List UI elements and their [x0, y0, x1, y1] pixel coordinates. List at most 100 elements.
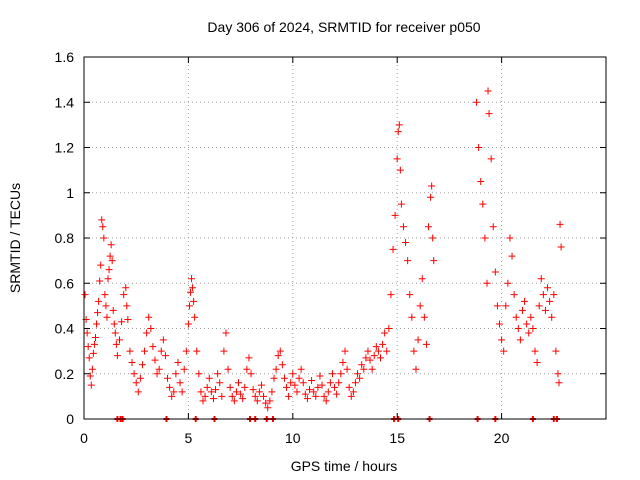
data-point: [98, 216, 106, 224]
data-point: [147, 325, 155, 332]
data-point: [237, 390, 245, 398]
data-point: [228, 392, 236, 400]
data-point: [351, 379, 359, 387]
data-point: [166, 383, 174, 391]
data-point: [555, 379, 563, 387]
data-point: [414, 336, 422, 344]
data-point: [406, 291, 414, 299]
data-point: [370, 352, 378, 360]
data-point: [303, 395, 311, 403]
data-point: [270, 374, 278, 382]
data-point: [255, 388, 263, 396]
data-point: [138, 361, 146, 369]
data-point: [481, 234, 489, 242]
data-point: [124, 315, 132, 323]
data-point: [487, 155, 495, 163]
data-point: [368, 365, 376, 373]
data-point: [108, 257, 116, 265]
x-tick-label: 15: [389, 430, 405, 446]
data-point: [99, 223, 107, 231]
data-point: [84, 343, 92, 351]
data-point: [525, 329, 533, 337]
data-points: [81, 87, 565, 422]
data-point: [473, 98, 481, 106]
data-point: [318, 381, 326, 389]
data-point: [422, 340, 430, 348]
data-point: [128, 358, 136, 366]
data-point: [230, 397, 238, 405]
data-point: [188, 275, 196, 283]
data-point: [260, 392, 268, 400]
data-point: [514, 325, 522, 332]
data-point: [523, 320, 531, 328]
data-point: [427, 193, 435, 201]
data-point: [104, 275, 112, 283]
y-tick-label: 1.2: [55, 140, 75, 156]
y-tick-label: 0.2: [55, 366, 75, 382]
data-point: [362, 354, 370, 362]
data-point: [195, 370, 203, 378]
data-point: [111, 329, 119, 337]
data-point: [83, 329, 91, 337]
data-point: [552, 347, 560, 355]
data-point: [89, 349, 97, 357]
data-point: [508, 252, 516, 260]
data-point: [337, 370, 345, 378]
data-point: [199, 397, 207, 405]
data-point: [335, 379, 343, 387]
data-point: [155, 365, 163, 373]
data-point: [360, 365, 368, 373]
data-point: [94, 309, 102, 317]
data-point: [95, 297, 103, 305]
data-point: [399, 223, 407, 231]
data-point: [272, 365, 280, 373]
data-point: [268, 388, 276, 396]
data-point: [489, 223, 497, 231]
data-point: [85, 354, 93, 362]
data-point: [266, 397, 274, 405]
data-point: [189, 284, 197, 292]
data-point: [349, 388, 357, 396]
data-point: [550, 291, 558, 299]
data-point: [159, 336, 167, 344]
data-point: [429, 234, 437, 242]
data-point: [216, 379, 224, 387]
data-point: [203, 383, 211, 391]
data-point: [395, 121, 403, 129]
data-point: [218, 392, 226, 400]
data-point: [477, 177, 485, 185]
data-point: [289, 370, 297, 378]
data-point: [484, 87, 492, 95]
data-point: [379, 340, 387, 348]
data-point: [153, 370, 161, 378]
data-point: [502, 302, 510, 310]
data-point: [410, 347, 418, 355]
data-point: [212, 386, 220, 394]
data-point: [521, 297, 529, 305]
data-point: [105, 266, 113, 274]
data-point: [485, 110, 493, 118]
data-point: [391, 211, 399, 219]
data-point: [101, 291, 109, 299]
data-point: [120, 291, 128, 299]
data-point: [239, 395, 247, 403]
data-point: [324, 388, 332, 396]
data-point: [170, 388, 178, 396]
data-point: [274, 352, 282, 360]
data-point: [109, 306, 117, 314]
data-point: [312, 392, 320, 400]
data-point: [393, 155, 401, 163]
data-point: [185, 302, 193, 310]
data-point: [428, 182, 436, 190]
data-point: [366, 356, 374, 364]
data-point: [222, 329, 230, 337]
data-point: [510, 291, 518, 299]
axis-ticks: 0 5 10 15 20 0 0.2 0.4 0.6 0.8 1 1.2 1.4 1.6: [55, 49, 606, 446]
data-point: [245, 354, 253, 362]
data-point: [493, 302, 501, 310]
data-point: [97, 261, 105, 269]
data-point: [504, 279, 512, 287]
data-point: [243, 365, 251, 373]
data-point: [544, 284, 552, 292]
data-point: [310, 388, 318, 396]
